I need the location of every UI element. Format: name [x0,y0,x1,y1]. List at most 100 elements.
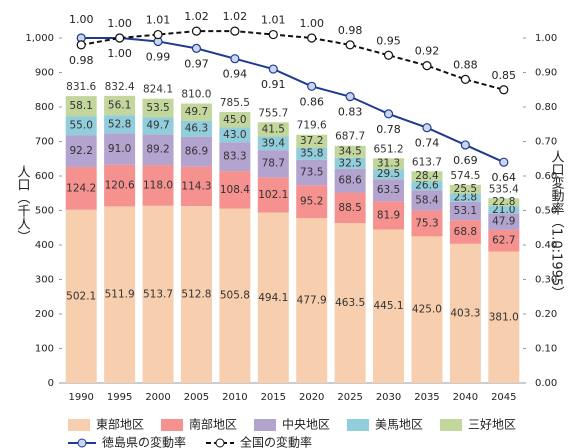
bar-segment [334,192,366,224]
x-tick-label: 2015 [261,392,286,403]
segment-label: 68.6 [338,175,362,187]
segment-label: 21.0 [492,204,515,216]
segment-label: 22.8 [492,196,515,208]
line-marker [422,123,432,133]
bar-segment [449,184,481,194]
segment-label: 28.4 [415,170,439,182]
total-label: 785.5 [220,97,250,109]
line-label: 0.88 [453,58,478,71]
line-label: 0.92 [415,45,440,58]
bar-segment [373,179,405,202]
legend-label: 中央地区 [282,417,330,432]
segment-label: 32.5 [338,157,361,169]
y2-tick-label: 0.10 [535,344,557,355]
total-label: 831.6 [66,81,96,93]
bar-segment [296,159,328,186]
x-tick-label: 2025 [337,392,362,403]
segment-label: 81.9 [377,209,400,221]
segment-label: 75.3 [415,217,438,229]
segment-label: 53.1 [454,205,477,217]
bar-segment [296,185,328,219]
total-label: 687.7 [335,131,365,143]
line-label: 1.00 [299,17,324,30]
bar-segment [65,209,97,383]
segment-label: 25.5 [454,183,477,195]
bar-segment [373,201,405,230]
line-label: 0.94 [223,68,248,81]
total-label: 719.6 [297,120,327,132]
segment-label: 89.2 [146,144,169,156]
line-marker [307,33,317,43]
segment-label: 86.9 [185,146,208,158]
line-marker [268,64,278,74]
segment-label: 120.6 [105,180,135,192]
legend-label: 三好地区 [468,418,516,432]
y-tick-label: 300 [35,275,54,286]
line-label: 0.69 [453,154,478,167]
segment-label: 108.4 [220,184,250,196]
legend-label: 東部地区 [96,417,144,432]
bar-segment [180,103,212,121]
bar-segment [65,96,97,117]
line-marker [191,43,202,53]
line-marker [115,33,125,43]
line-marker [383,109,394,119]
bar-segment [334,223,366,383]
segment-label: 513.7 [143,288,173,300]
segment-label: 92.2 [70,145,93,157]
segment-label: 63.5 [377,184,400,196]
line-label: 1.01 [261,14,286,27]
segment-label: 35.8 [300,148,323,160]
bar-segment [411,171,443,182]
segment-label: 41.5 [262,123,285,135]
line-label: 1.00 [69,13,94,26]
bar-segment [373,229,405,383]
y2-tick-label: 0.80 [535,102,557,113]
bar-segment [334,157,366,169]
segment-label: 78.7 [262,158,285,170]
y2-tick-label: 0.30 [535,275,557,286]
line-marker [345,92,355,102]
segment-label: 445.1 [374,300,404,312]
line-marker [460,74,470,85]
x-tick-label: 2000 [145,392,170,403]
segment-label: 31.3 [377,158,400,170]
line-label: 0.91 [261,78,286,91]
line [81,37,505,164]
line-label: 1.00 [107,17,132,30]
line-marker [230,54,240,64]
bar-segment [180,120,212,137]
line-label: 0.86 [299,95,324,108]
bar-segment [373,158,405,170]
line-marker [153,29,163,40]
y-tick-label: 900 [35,68,54,79]
total-label: 651.2 [374,143,404,155]
bar-segment [411,181,443,191]
segment-label: 55.0 [70,120,93,132]
segment-label: 45.0 [223,114,246,126]
bar-segment [449,201,481,221]
bar-segment [180,206,212,383]
segment-label: 88.5 [338,202,361,214]
y-tick-label: 800 [35,102,54,113]
bar-segment [219,127,251,143]
legend-label: 徳島県の変動率 [102,435,186,448]
line-label: 0.74 [415,137,440,150]
bar-segment [257,212,289,383]
segment-label: 102.1 [258,189,288,201]
bar-segment [411,236,443,383]
segment-label: 49.7 [185,106,208,118]
legend-marker [77,438,87,448]
bar-segment [142,98,174,118]
bar-segment [488,213,520,230]
bar-segment [219,171,251,209]
line-marker [499,157,509,167]
bar-segment [488,229,520,252]
segment-label: 37.2 [300,135,323,147]
line-label: 0.64 [492,171,517,184]
line-marker [499,85,509,95]
bar-segment [296,134,328,148]
bar-segment [449,193,481,202]
y2-tick-label: 0.40 [535,240,557,251]
